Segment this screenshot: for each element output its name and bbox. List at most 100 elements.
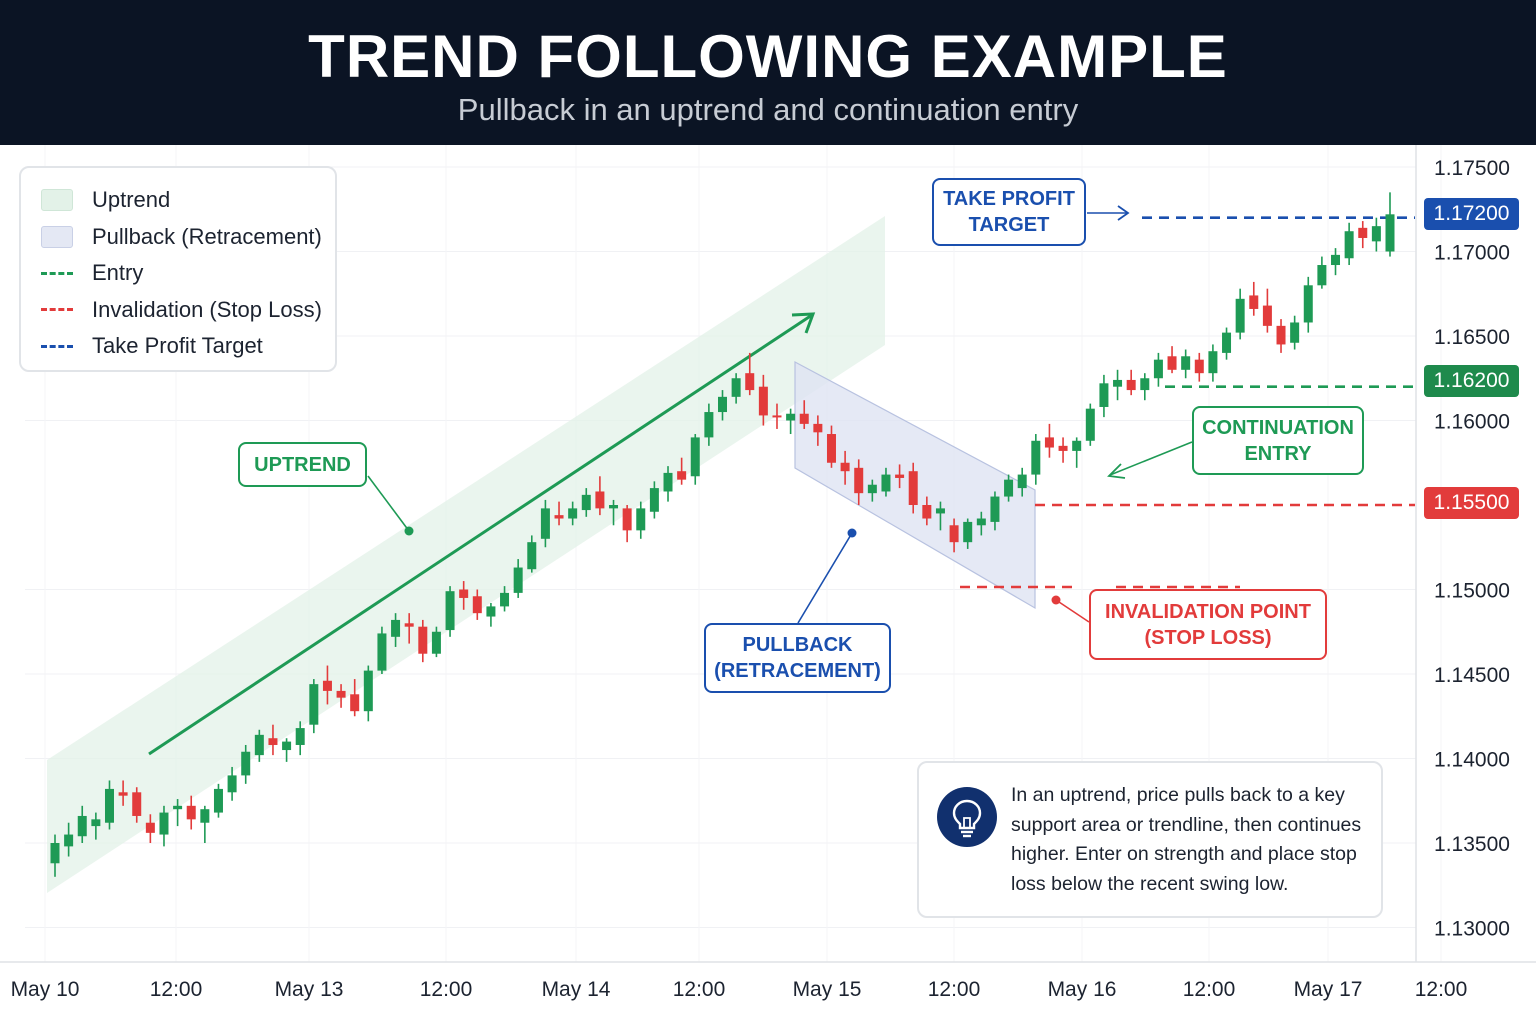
info-text: In an uptrend, price pulls back to a key…: [1011, 784, 1362, 895]
candle: [145, 814, 155, 843]
y-tick-label: 1.13000: [1434, 918, 1510, 941]
candle-body: [568, 508, 578, 519]
candle: [227, 766, 237, 801]
candle-body: [786, 413, 796, 421]
candle: [377, 626, 387, 674]
candle: [50, 834, 60, 877]
candle-body: [976, 518, 986, 526]
candle: [132, 787, 142, 823]
candle-body: [1358, 227, 1368, 238]
candle-body: [241, 751, 251, 776]
candle-body: [1113, 379, 1123, 387]
candle: [1181, 349, 1191, 379]
candle-body: [513, 567, 523, 593]
x-tick-label: 12:00: [1415, 978, 1468, 1001]
pullback-callout-line2: (RETRACEMENT): [714, 660, 881, 682]
x-tick-label: May 10: [11, 978, 80, 1001]
candle: [540, 499, 550, 548]
candle: [1099, 374, 1109, 418]
candle-body: [1058, 445, 1068, 451]
invalidation-callout-line2: (STOP LOSS): [1144, 626, 1272, 649]
x-tick-label: May 17: [1294, 978, 1363, 1001]
candle: [1235, 288, 1245, 340]
y-tick-label: 1.17000: [1434, 242, 1510, 265]
candle-body: [609, 505, 619, 509]
uptrend-zone: [47, 216, 885, 893]
candle-body: [1194, 359, 1204, 374]
candle-body: [1167, 356, 1177, 370]
candle: [1085, 403, 1095, 446]
candle-body: [731, 378, 741, 397]
candle: [922, 496, 932, 526]
candle-body: [227, 775, 237, 793]
candle: [581, 488, 591, 517]
candle: [813, 415, 823, 446]
candle-body: [1017, 474, 1027, 489]
candle: [1044, 423, 1054, 458]
invalidation-callout-line1: INVALIDATION POINT: [1105, 600, 1311, 623]
candle-body: [867, 484, 877, 494]
take-profit-price-tag: 1.17200: [1424, 198, 1519, 230]
candle-body: [895, 474, 905, 478]
candle-body: [1181, 356, 1191, 370]
candle-body: [1276, 325, 1286, 345]
uptrend-connector: [367, 475, 410, 532]
candle: [418, 619, 428, 663]
legend-dash: [41, 308, 73, 311]
candle-body: [840, 462, 850, 472]
pullback-connector-dot: [847, 528, 857, 538]
candle-body: [663, 472, 673, 492]
candle: [718, 390, 727, 421]
candle-body: [581, 494, 591, 511]
y-tick-label: 1.14000: [1434, 749, 1510, 772]
candle: [840, 450, 850, 485]
candle-body: [1208, 351, 1218, 374]
continuation-arrowhead-icon: [1107, 463, 1126, 479]
legend-item: Pullback (Retracement): [41, 222, 322, 252]
candle: [186, 795, 196, 830]
candle: [1290, 315, 1300, 350]
candle: [431, 626, 441, 658]
candle-body: [91, 819, 101, 827]
candle-body: [418, 626, 428, 654]
candle: [1303, 276, 1313, 333]
pullback-connector: [797, 532, 853, 624]
candle-body: [1222, 332, 1232, 353]
candle-body: [826, 434, 836, 463]
x-tick-label: 12:00: [1183, 978, 1236, 1001]
candle: [609, 499, 619, 526]
candle: [363, 665, 373, 722]
candle-body: [213, 788, 223, 813]
candle: [241, 744, 251, 784]
candle-body: [1235, 298, 1245, 333]
legend-item: Invalidation (Stop Loss): [41, 295, 322, 325]
candle-body: [1303, 285, 1313, 323]
candle-body: [1385, 214, 1395, 252]
candle-body: [309, 684, 319, 725]
x-tick-label: 12:00: [420, 978, 473, 1001]
candle: [1140, 373, 1150, 401]
candle-body: [295, 728, 305, 745]
candle-body: [104, 788, 114, 823]
candle: [268, 724, 278, 756]
candle-body: [1262, 305, 1272, 326]
candle: [1208, 344, 1218, 382]
candle: [404, 613, 414, 644]
candle: [213, 783, 223, 818]
candle: [472, 589, 482, 620]
candle: [527, 535, 537, 573]
candle: [1317, 256, 1327, 289]
invalidation-connector: [1055, 599, 1090, 623]
candle: [568, 501, 578, 526]
invalidation-callout: INVALIDATION POINT (STOP LOSS): [1089, 589, 1327, 660]
legend: Uptrend Pullback (Retracement) Entry Invali…: [19, 166, 337, 372]
pullback-callout-line1: PULLBACK: [742, 634, 853, 656]
candle-body: [472, 596, 482, 614]
candle: [1371, 217, 1381, 252]
candle: [963, 518, 973, 549]
candle: [1031, 434, 1041, 485]
candle: [990, 491, 1000, 531]
candle-body: [145, 822, 155, 833]
candle: [1017, 467, 1027, 497]
candle: [786, 408, 796, 435]
